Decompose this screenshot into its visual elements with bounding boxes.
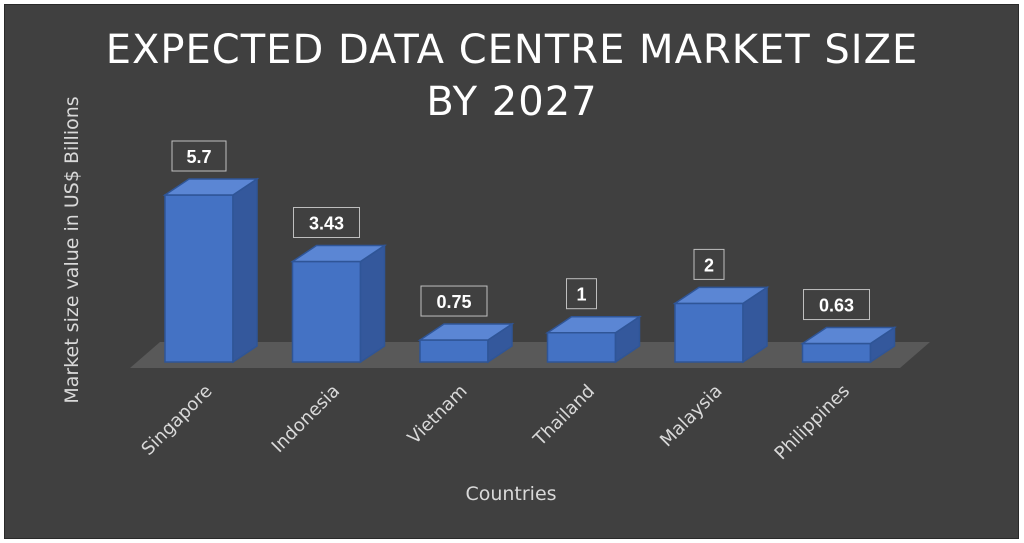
bar: [290, 244, 387, 364]
bar: [162, 177, 260, 364]
bar-front: [546, 331, 617, 363]
bar-top: [672, 286, 770, 305]
bar: [417, 322, 515, 364]
chart-title-line2: BY 2027: [426, 79, 598, 125]
data-label: 1: [576, 285, 586, 305]
data-label-box: [293, 207, 360, 239]
bar-top: [800, 326, 897, 345]
bar-top: [162, 178, 260, 196]
bar: [672, 286, 770, 364]
data-label: 0.63: [819, 296, 854, 316]
category-label: Philippines: [771, 381, 854, 464]
category-label: Thailand: [529, 381, 599, 451]
data-label-box: [171, 140, 227, 172]
category-label: Vietnam: [404, 381, 472, 449]
bar-front: [419, 339, 489, 363]
data-label: 2: [704, 255, 714, 275]
data-label-box: [693, 248, 725, 280]
data-label-box: [803, 289, 870, 321]
category-label: Indonesia: [268, 381, 344, 457]
bar-side: [232, 177, 258, 364]
bar: [800, 326, 897, 364]
bar: [545, 315, 642, 364]
chart-title: EXPECTED DATA CENTRE MARKET SIZE BY 2027: [0, 24, 1024, 128]
bar-front: [291, 260, 362, 363]
bar-front: [164, 194, 234, 363]
category-label: Malaysia: [656, 381, 726, 451]
data-label-box: [420, 285, 488, 317]
data-label: 3.43: [309, 214, 344, 234]
category-label: Singapore: [137, 381, 216, 460]
chart-title-line1: EXPECTED DATA CENTRE MARKET SIZE: [105, 27, 919, 73]
bar-front: [674, 302, 744, 363]
data-label: 5.7: [186, 147, 211, 167]
bar-top: [545, 315, 642, 334]
data-label-box: [566, 278, 597, 310]
bar-front: [801, 342, 872, 363]
data-label: 0.75: [436, 292, 471, 312]
y-axis-label: Market size value in US$ Billions: [61, 96, 83, 403]
bar-top: [290, 244, 387, 263]
bar-top: [417, 323, 515, 341]
bar-side: [359, 244, 386, 364]
x-axis-label: Countries: [465, 483, 556, 505]
